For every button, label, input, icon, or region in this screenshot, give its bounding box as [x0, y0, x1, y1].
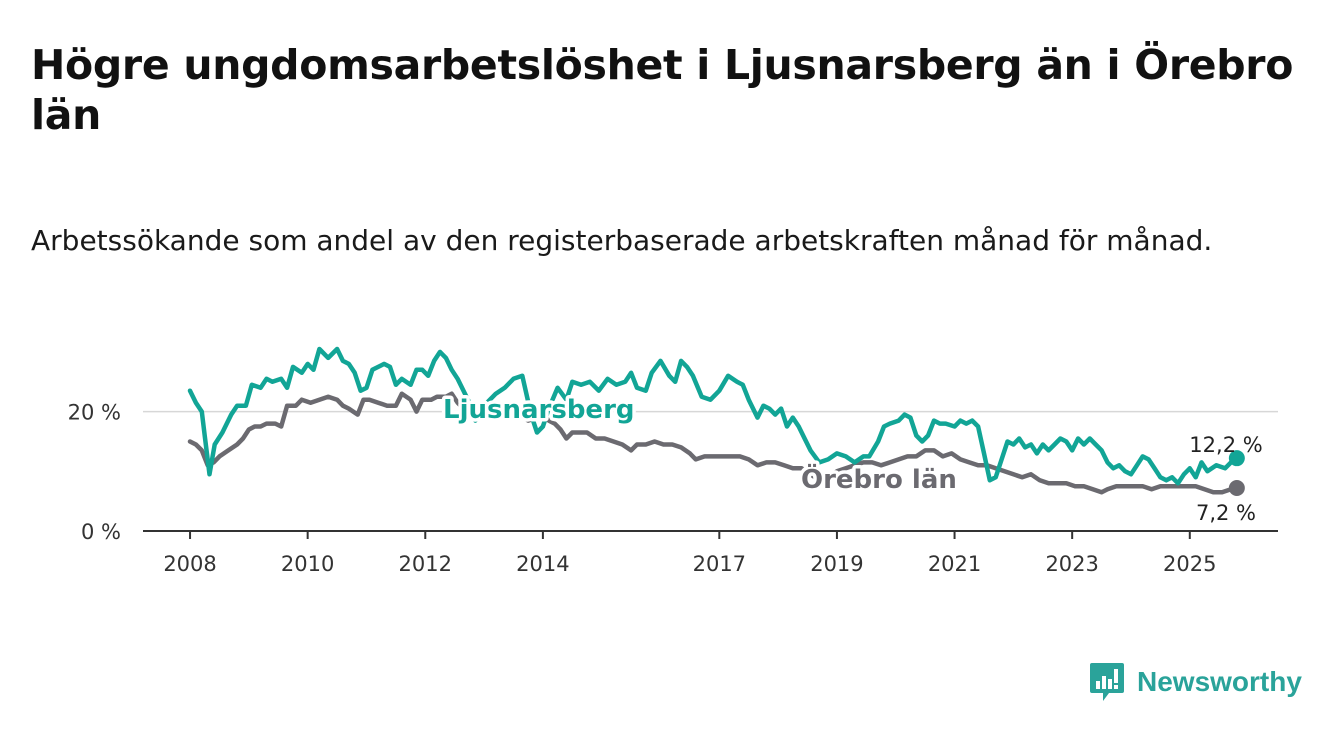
chart-title: Högre ungdomsarbetslöshet i Ljusnarsberg…: [31, 41, 1294, 139]
x-tick-label: 2021: [928, 552, 981, 576]
series-line-ljusnarsberg: [187, 346, 1240, 486]
series-label-halo: Ljusnarsberg: [443, 395, 635, 425]
bar-chart-chat-icon: [1090, 663, 1124, 701]
y-axis: 0 % 20 %: [68, 401, 121, 544]
series-line-orebro: [187, 391, 1240, 495]
x-tick-label: 2017: [693, 552, 746, 576]
brand-name: Newsworthy: [1137, 666, 1302, 697]
series-label-orebro: Örebro län: [801, 462, 957, 495]
x-axis: 2008 2010 2012 2014 2017 2019 2021 2023 2025: [143, 530, 1278, 576]
series-group: [187, 346, 1245, 497]
end-value-label-orebro: 7,2 %: [1196, 501, 1256, 525]
y-tick-label: 0 %: [81, 520, 121, 544]
end-value-label-ljusnarsberg: 12,2 %: [1189, 433, 1262, 457]
series-end-point-orebro: [1228, 480, 1245, 497]
x-tick-label: 2014: [516, 552, 569, 576]
series-end-point-ljusnarsberg: [1228, 450, 1245, 467]
x-tick-label: 2010: [281, 552, 334, 576]
x-tick-label: 2012: [399, 552, 452, 576]
x-tick-label: 2019: [810, 552, 863, 576]
x-tick-label: 2008: [163, 552, 216, 576]
line-chart: 2008 2010 2012 2014 2017 2019 2021 2023 2025 0 %…: [68, 346, 1278, 576]
x-tick-label: 2023: [1045, 552, 1098, 576]
series-label-ljusnarsberg: Ljusnarsberg: [443, 395, 635, 425]
chart-subtitle: Arbetssökande som andel av den registerb…: [31, 224, 1213, 257]
newsworthy-logo[interactable]: Newsworthy: [1089, 661, 1302, 703]
y-tick-label: 20 %: [68, 401, 121, 425]
series-label-halo: Örebro län: [801, 462, 957, 495]
x-tick-label: 2025: [1163, 552, 1216, 576]
